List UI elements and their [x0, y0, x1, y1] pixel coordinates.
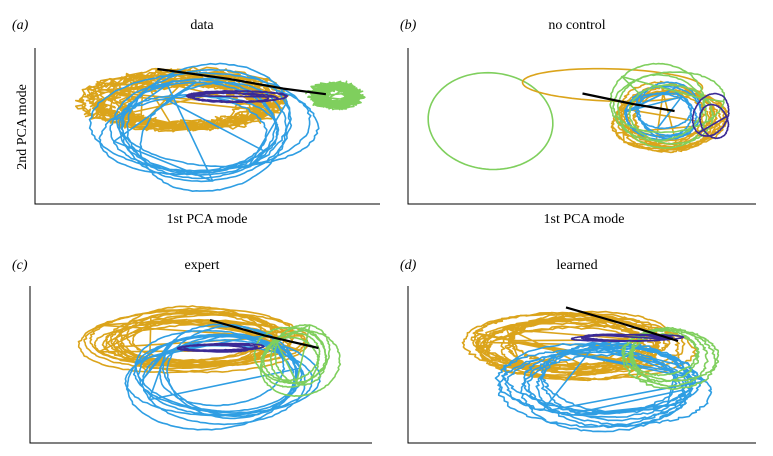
panel-tag: (b) — [400, 18, 417, 33]
trajectory-green-series-0 — [427, 71, 554, 171]
panel-tag: (c) — [12, 258, 28, 273]
panel-tag: (a) — [12, 18, 29, 33]
panel-title: learned — [556, 258, 597, 273]
trajectory-black-series-4 — [209, 318, 319, 350]
trajectory-blue-series-1 — [124, 323, 321, 431]
x-axis-label: 1st PCA mode — [167, 212, 248, 227]
y-axis-label: 2nd PCA mode — [15, 84, 30, 170]
plot-area — [427, 62, 730, 171]
axes-lines — [29, 286, 372, 444]
trajectory-black-series-6 — [582, 92, 675, 113]
trajectory-purple-series-5 — [691, 92, 730, 140]
panel-title: data — [190, 18, 214, 33]
plot-area — [75, 62, 366, 192]
trajectory-purple-series-3 — [185, 90, 289, 104]
axes-lines — [34, 48, 380, 205]
panel-b: (b) no control 1st PCA mode — [400, 18, 756, 227]
plot-area — [461, 306, 720, 433]
trajectory-purple-series-3 — [176, 342, 265, 353]
trajectory-orange-series-0 — [75, 66, 290, 133]
panel-title: no control — [548, 18, 605, 33]
trajectory-green-series-2 — [621, 326, 720, 390]
trajectory-purple-series-3 — [570, 333, 685, 343]
axes-lines — [407, 48, 756, 205]
trajectory-orange-series-2 — [610, 80, 729, 154]
panel-d: (d) learned — [400, 258, 756, 444]
x-axis-label: 1st PCA mode — [544, 212, 625, 227]
trajectory-black-series-4 — [565, 306, 679, 343]
panel-a: (a) data 2nd PCA mode 1st PCA mode — [12, 18, 380, 227]
trajectory-blue-series-1 — [88, 62, 320, 192]
trajectory-green-series-2 — [305, 80, 366, 111]
trajectory-black-series-4 — [157, 67, 327, 96]
panel-c: (c) expert — [12, 258, 372, 444]
panel-title: expert — [185, 258, 220, 273]
trajectory-green-series-2 — [253, 324, 342, 397]
panel-tag: (d) — [400, 258, 417, 273]
plot-area — [77, 305, 342, 431]
axes-lines — [407, 286, 756, 444]
